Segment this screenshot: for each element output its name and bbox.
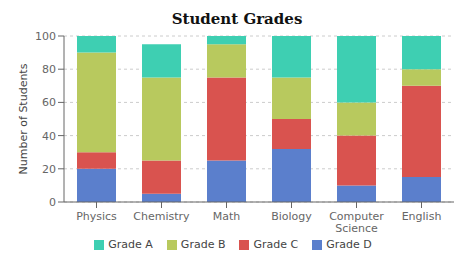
- svg-text:ComputerScience: ComputerScience: [329, 210, 384, 235]
- html-text:Grade C: Grade C: [253, 238, 299, 251]
- html-text:Student Grades: Student Grades: [171, 10, 303, 28]
- svg-text:40: 40: [42, 130, 56, 143]
- svg-text:Number of Students: Number of Students: [17, 63, 30, 174]
- svg-text:20: 20: [42, 163, 56, 176]
- html-text:Grade A: Grade A: [108, 238, 153, 251]
- svg-text:Math: Math: [213, 210, 241, 223]
- svg-text:80: 80: [42, 63, 56, 76]
- svg-text:100: 100: [35, 30, 56, 43]
- svg-text:Chemistry: Chemistry: [133, 210, 190, 223]
- html-text:Grade B: Grade B: [180, 238, 226, 251]
- svg-text:Biology: Biology: [271, 210, 312, 223]
- svg-text:English: English: [402, 210, 442, 223]
- svg-text:0: 0: [49, 196, 56, 209]
- html-text:Grade D: Grade D: [326, 238, 372, 251]
- svg-text:60: 60: [42, 96, 56, 109]
- svg-text:Physics: Physics: [76, 210, 117, 223]
